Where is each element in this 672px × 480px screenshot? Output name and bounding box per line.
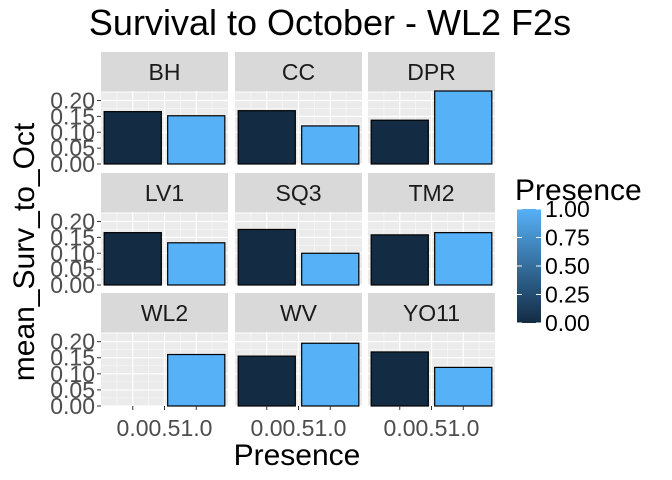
strip-bg xyxy=(101,293,228,332)
strip-bg xyxy=(368,173,495,212)
strip-label: YO11 xyxy=(403,300,460,326)
facet-panel-sq3: SQ3 xyxy=(235,173,362,286)
y-tick-label: 0.15 xyxy=(50,103,95,129)
strip-label: CC xyxy=(282,59,315,85)
y-tick-label: 0.10 xyxy=(50,361,95,387)
y-tick-label: 0.05 xyxy=(50,256,95,282)
x-tick-label: 0.00.51.0 xyxy=(251,415,347,441)
bar xyxy=(370,234,429,286)
facet-panels: BH CC DPR LV1 SQ3 TM2 WL2 WV YO11 xyxy=(101,52,495,407)
y-tick-label: 0.15 xyxy=(50,224,95,250)
bar xyxy=(237,228,296,286)
bar xyxy=(237,355,296,407)
axes: 0.000.050.100.150.200.000.050.100.150.20… xyxy=(50,88,479,441)
bar xyxy=(301,125,360,165)
bar xyxy=(434,90,493,165)
bar xyxy=(370,351,429,407)
facet-panel-dpr: DPR xyxy=(368,52,495,165)
bar xyxy=(167,242,226,286)
bar xyxy=(103,111,162,165)
y-tick-label: 0.20 xyxy=(50,329,95,355)
bar xyxy=(237,110,296,165)
facet-panel-lv1: LV1 xyxy=(101,173,228,286)
legend-title: Presence xyxy=(515,174,642,207)
legend-tick-label: 0.75 xyxy=(545,225,590,251)
y-tick-label: 0.05 xyxy=(50,135,95,161)
y-tick-label: 0.20 xyxy=(50,209,95,235)
facet-panel-wv: WV xyxy=(235,293,362,407)
bar xyxy=(370,119,429,165)
x-tick-label: 0.00.51.0 xyxy=(117,415,213,441)
facet-panel-yo11: YO11 xyxy=(368,293,495,407)
bar xyxy=(301,342,360,407)
y-tick-label: 0.00 xyxy=(50,272,95,298)
facet-panel-bh: BH xyxy=(101,52,228,165)
facet-panel-cc: CC xyxy=(235,52,362,165)
y-tick-label: 0.15 xyxy=(50,345,95,371)
bar xyxy=(167,353,226,407)
x-tick-label: 0.00.51.0 xyxy=(384,415,480,441)
strip-label: WL2 xyxy=(141,300,188,326)
y-tick-label: 0.00 xyxy=(50,393,95,419)
strip-label: SQ3 xyxy=(275,180,321,206)
y-tick-label: 0.20 xyxy=(50,88,95,114)
strip-bg xyxy=(235,173,362,212)
strip-bg xyxy=(368,52,495,91)
strip-bg xyxy=(368,293,495,332)
legend-tick-label: 0.00 xyxy=(545,310,590,336)
strip-label: LV1 xyxy=(145,180,184,206)
strip-bg xyxy=(101,173,228,212)
chart-title: Survival to October - WL2 F2s xyxy=(89,2,571,43)
strip-label: BH xyxy=(149,59,181,85)
strip-bg xyxy=(235,52,362,91)
legend-tick-label: 0.25 xyxy=(545,282,590,308)
y-axis-title: mean_Surv_to_Oct xyxy=(8,122,41,381)
strip-label: TM2 xyxy=(409,180,455,206)
strip-label: WV xyxy=(280,300,318,326)
strip-bg xyxy=(235,293,362,332)
bar xyxy=(434,232,493,286)
x-axis-title: Presence xyxy=(234,439,361,472)
y-tick-label: 0.10 xyxy=(50,119,95,145)
facet-panel-tm2: TM2 xyxy=(368,173,495,286)
y-tick-label: 0.05 xyxy=(50,377,95,403)
y-tick-label: 0.10 xyxy=(50,240,95,266)
bar xyxy=(103,232,162,286)
legend-tick-label: 0.50 xyxy=(545,253,590,279)
strip-bg xyxy=(101,52,228,91)
legend: Presence 1.00 0.750.50 0.250.00 xyxy=(515,174,642,336)
bar xyxy=(301,252,360,286)
strip-label: DPR xyxy=(407,59,456,85)
legend-tick-label: 1.00 xyxy=(545,196,590,222)
facet-panel-wl2: WL2 xyxy=(101,293,228,407)
bar xyxy=(167,115,226,165)
y-tick-label: 0.00 xyxy=(50,151,95,177)
bar xyxy=(434,366,493,407)
